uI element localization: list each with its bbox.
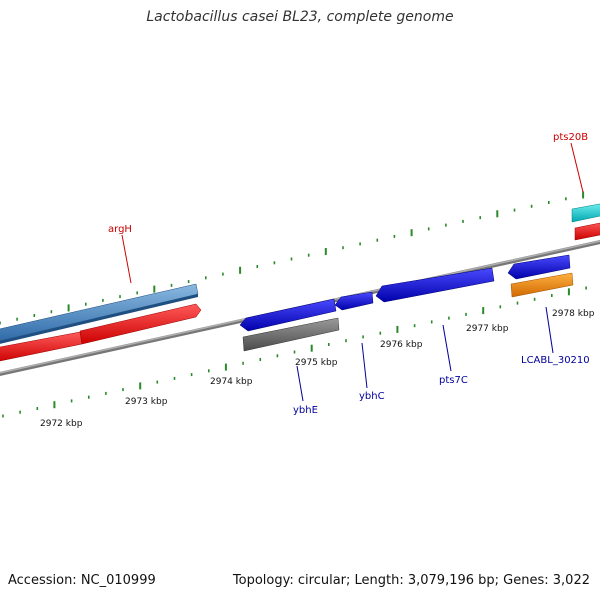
scale-labels: 2972 kbp 2973 kbp 2974 kbp 2975 kbp 2976…	[40, 309, 595, 429]
gene-label-LCABL_30210: LCABL_30210	[521, 355, 590, 366]
gene-gray[interactable]	[242, 317, 340, 352]
gene-pts7C[interactable]	[375, 267, 495, 303]
gene-label-argH: argH	[108, 224, 132, 235]
gene-ybhC[interactable]	[334, 291, 374, 311]
accession-text: Accession: NC_010999	[8, 573, 156, 588]
gene-red-2[interactable]	[79, 303, 202, 345]
scale-label-2978: 2978 kbp	[552, 309, 595, 319]
gene-LCABL_30210[interactable]	[510, 272, 574, 298]
gene-pts20B[interactable]	[571, 203, 600, 223]
gene-labels: argH pts20B ybhE ybhC pts7C LCABL_30210	[108, 132, 590, 416]
scale-label-2973: 2973 kbp	[125, 397, 168, 407]
scale-label-2976: 2976 kbp	[380, 340, 423, 350]
gene-label-ybhC: ybhC	[359, 391, 385, 402]
gene-red-3[interactable]	[574, 222, 600, 241]
gene-label-pts7C: pts7C	[439, 375, 468, 386]
gene-ybhE[interactable]	[239, 298, 337, 332]
scale-label-2972: 2972 kbp	[40, 419, 83, 429]
outer-tick-track	[0, 191, 585, 325]
gene-argH-shadow	[0, 294, 198, 344]
map-title: Lactobacillus casei BL23, complete genom…	[146, 9, 454, 25]
scale-label-2974: 2974 kbp	[210, 377, 253, 387]
label-leaders	[121, 142, 584, 402]
scale-label-2977: 2977 kbp	[466, 324, 509, 334]
scale-label-2975: 2975 kbp	[295, 358, 338, 368]
gene-upper-blue[interactable]	[507, 254, 571, 280]
inner-tick-track	[2, 286, 587, 418]
gene-label-ybhE: ybhE	[293, 405, 318, 416]
genome-summary-text: Topology: circular; Length: 3,079,196 bp…	[232, 573, 590, 588]
gene-label-pts20B: pts20B	[553, 132, 588, 143]
